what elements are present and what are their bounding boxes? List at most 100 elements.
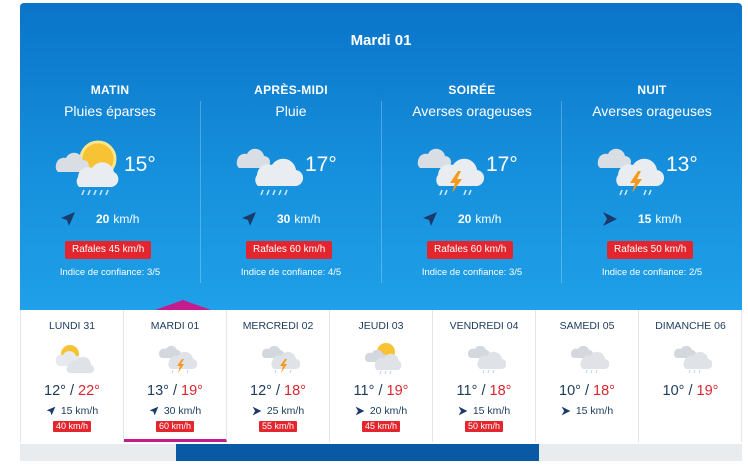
period-condition: Pluies éparses	[64, 103, 156, 119]
day-temperatures: 11° / 18°	[456, 383, 512, 399]
wind-unit: km/h	[113, 212, 140, 226]
gust-badge: 60 km/h	[155, 421, 195, 432]
day-name: MARDI 01	[150, 320, 200, 332]
sun-cloud-rain-icon	[55, 140, 119, 196]
temp-max: 22°	[78, 383, 100, 399]
period-condition: Averses orageuses	[412, 103, 532, 119]
wind-value: 25 km/h	[266, 405, 305, 417]
period-wind: 20 km/h	[60, 209, 170, 229]
temp-max: 19°	[181, 383, 203, 399]
day-temperatures: 12° / 22°	[44, 383, 100, 399]
sun-cloud-rain-icon	[364, 343, 402, 374]
period-morning: MATIN Pluies éparses 15° 20 km/h Rafales…	[20, 81, 200, 296]
period-temperature: 13°	[666, 153, 698, 176]
day-title: Mardi 01	[350, 32, 412, 49]
temp-min: 12°	[44, 383, 66, 399]
wind-value: 15 km/h	[60, 405, 99, 417]
day-wind: 25 km/h	[227, 405, 329, 417]
period-name: NUIT	[637, 83, 667, 97]
day-card-dimanche[interactable]: DIMANCHE 06 10° / 19°	[639, 310, 742, 442]
day-card-samedi[interactable]: SAMEDI 05 10° / 18° 15 km/h	[536, 310, 639, 442]
period-name: SOIRÉE	[448, 83, 496, 97]
day-wind: 20 km/h	[330, 405, 432, 417]
day-card-mardi[interactable]: MARDI 01 13° / 19° 30 km/h 60 km/h	[124, 310, 227, 442]
day-name: DIMANCHE 06	[655, 320, 726, 332]
period-wind: 20 km/h	[422, 209, 532, 229]
divider	[561, 101, 562, 283]
period-temperature: 17°	[486, 153, 518, 176]
period-evening: SOIRÉE Averses orageuses 17° 20 km/h Raf…	[382, 81, 562, 296]
day-name: JEUDI 03	[358, 320, 404, 332]
wind-arrow-icon	[252, 406, 262, 416]
confidence-index: Indice de confiance: 3/5	[421, 267, 523, 278]
temp-max: 18°	[489, 383, 512, 399]
gust-badge: Rafales 60 km/h	[427, 241, 514, 259]
temp-min: 12°	[250, 383, 272, 399]
day-wind: 15 km/h	[21, 405, 123, 417]
day-name: VENDREDI 04	[449, 320, 519, 332]
wind-arrow-icon	[46, 406, 56, 416]
period-condition: Pluie	[275, 103, 307, 119]
confidence-index: Indice de confiance: 2/5	[601, 267, 703, 278]
day-card-vendredi[interactable]: VENDREDI 04 11° / 18° 15 km/h 50 km/h	[433, 310, 536, 442]
wind-arrow-icon	[561, 406, 571, 416]
day-temperatures: 13° / 19°	[147, 383, 203, 399]
temp-min: 13°	[147, 383, 169, 399]
cloud-lightning-rain-icon	[417, 148, 485, 196]
wind-arrow-icon	[355, 406, 365, 416]
divider	[381, 101, 382, 283]
cloud-rain-icon	[236, 148, 304, 196]
wind-arrow-icon	[242, 212, 256, 226]
confidence-index: Indice de confiance: 4/5	[240, 267, 342, 278]
cloud-rain-icon	[467, 345, 506, 374]
wind-speed: 30	[277, 212, 291, 226]
temp-max: 19°	[386, 383, 409, 399]
cloud-lightning-rain-icon	[261, 345, 300, 374]
temp-max: 18°	[284, 383, 306, 399]
gust-badge: 55 km/h	[258, 421, 298, 432]
day-wind: 30 km/h	[124, 405, 226, 417]
day-card-lundi[interactable]: LUNDI 31 12° / 22° 15 km/h 40 km/h	[21, 310, 124, 442]
period-wind: 30 km/h	[241, 209, 351, 229]
day-temperatures: 12° / 18°	[250, 383, 306, 399]
day-card-mercredi[interactable]: MERCREDI 02 12° / 18° 25 km/h 55 km/h	[227, 310, 330, 442]
daily-forecast-strip: LUNDI 31 12° / 22° 15 km/h 40 km/h MARDI…	[20, 310, 742, 442]
wind-value: 20 km/h	[369, 405, 408, 417]
wind-value: 15 km/h	[575, 405, 614, 417]
wind-unit: km/h	[475, 212, 502, 226]
day-name: LUNDI 31	[48, 320, 96, 332]
wind-value: 15 km/h	[472, 405, 511, 417]
gust-badge: Rafales 60 km/h	[246, 241, 333, 259]
period-afternoon: APRÈS-MIDI Pluie 17° 30 km/h Rafales 60 …	[201, 81, 381, 296]
temp-min: 11°	[353, 383, 375, 399]
period-temperature: 17°	[305, 153, 337, 176]
wind-arrow-icon	[61, 212, 75, 226]
temp-max: 19°	[696, 383, 719, 399]
day-temperatures: 10° / 18°	[559, 383, 615, 399]
day-name: SAMEDI 05	[559, 320, 615, 332]
wind-speed: 15	[638, 212, 652, 226]
period-wind: 15 km/h	[602, 209, 712, 229]
cloud-rain-icon	[673, 345, 712, 374]
wind-arrow-icon	[149, 406, 159, 416]
period-name: APRÈS-MIDI	[254, 83, 328, 97]
temp-min: 10°	[559, 383, 581, 399]
gust-badge: 50 km/h	[464, 421, 504, 432]
selected-day-marker	[155, 300, 211, 310]
wind-unit: km/h	[655, 212, 682, 226]
sun-cloud-icon	[55, 345, 94, 374]
scrollbar-thumb[interactable]	[176, 444, 539, 461]
temp-min: 10°	[662, 383, 685, 399]
day-temperatures: 11° / 19°	[353, 383, 409, 399]
day-wind: 15 km/h	[433, 405, 535, 417]
wind-value: 30 km/h	[163, 405, 202, 417]
horizontal-scrollbar[interactable]	[20, 444, 742, 461]
day-temperatures: 10° / 19°	[662, 383, 719, 399]
day-card-jeudi[interactable]: JEUDI 03 11° / 19° 20 km/h 45 km/h	[330, 310, 433, 442]
temp-min: 11°	[456, 383, 478, 399]
cloud-rain-icon	[570, 345, 609, 374]
wind-speed: 20	[458, 212, 472, 226]
gust-badge: 40 km/h	[52, 421, 92, 432]
gust-badge: Rafales 50 km/h	[607, 241, 694, 259]
period-forecast-panel: Mardi 01 MATIN Pluies éparses 15° 20 km/…	[20, 3, 742, 310]
